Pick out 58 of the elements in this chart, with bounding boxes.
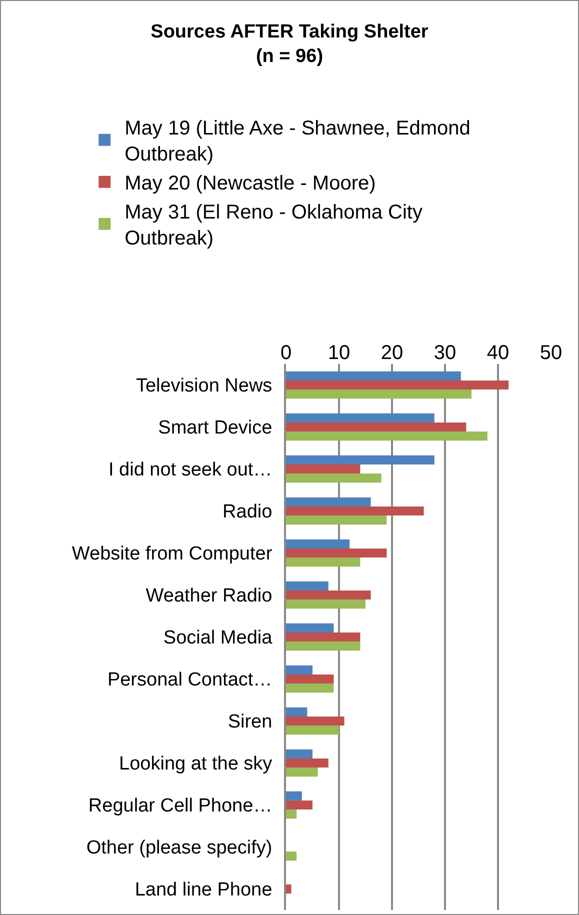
bar	[286, 581, 328, 590]
bar	[286, 380, 509, 390]
bar	[286, 810, 297, 819]
bar	[286, 413, 434, 422]
bar	[286, 642, 360, 651]
legend-label: May 19 (Little Axe - Shawnee, Edmond Outbreak)	[124, 118, 470, 166]
bar	[286, 506, 424, 516]
bar	[286, 716, 344, 726]
bar	[286, 539, 350, 548]
bar	[286, 558, 360, 567]
bar	[286, 665, 312, 674]
x-tick-label: 30	[434, 342, 456, 364]
bar	[286, 884, 292, 894]
bar	[286, 422, 466, 432]
y-tick-label: Other (please specify)	[86, 838, 272, 859]
bar	[286, 390, 472, 399]
bar	[286, 623, 334, 632]
y-tick-label: Social Media	[163, 628, 273, 649]
bar	[286, 600, 366, 609]
bar	[286, 707, 308, 716]
chart-title: Sources AFTER Taking Shelter (n = 96)	[150, 22, 429, 68]
bar	[286, 590, 371, 600]
bar	[286, 749, 312, 758]
bar	[286, 455, 434, 464]
bar	[286, 497, 371, 506]
bar	[286, 852, 297, 861]
y-tick-label: I did not seek out…	[108, 460, 272, 481]
y-tick-label: Smart Device	[158, 418, 272, 439]
y-tick-label: Siren	[228, 712, 272, 733]
y-tick-label: Personal Contact…	[107, 670, 272, 691]
bar	[286, 758, 328, 768]
bar	[286, 432, 488, 441]
y-tick-label: Website from Computer	[72, 544, 273, 565]
bar	[286, 768, 318, 777]
x-tick-label: 0	[280, 342, 292, 364]
x-tick-label: 50	[540, 342, 562, 364]
bar	[286, 516, 387, 525]
bar	[286, 464, 360, 474]
y-tick-label: Television News	[136, 376, 272, 397]
bar	[286, 800, 312, 810]
bar	[286, 632, 360, 642]
bar	[286, 548, 387, 558]
bar	[286, 791, 302, 800]
y-tick-label: Weather Radio	[146, 586, 272, 607]
y-tick-label: Regular Cell Phone…	[88, 796, 272, 817]
bar	[286, 371, 461, 380]
bar	[286, 726, 339, 735]
bar	[286, 674, 334, 684]
x-tick-label: 40	[486, 342, 510, 364]
y-tick-label: Looking at the sky	[119, 754, 273, 775]
bar	[286, 474, 382, 483]
x-tick-label: 10	[328, 342, 350, 364]
legend-label: May 20 (Newcastle - Moore)	[124, 172, 376, 195]
y-tick-label: Land line Phone	[134, 880, 272, 901]
x-tick-label: 20	[380, 342, 404, 364]
y-tick-label: Radio	[222, 502, 272, 523]
bar	[286, 684, 334, 693]
legend-label: May 31 (El Reno - Oklahoma City Outbreak)	[124, 202, 422, 250]
